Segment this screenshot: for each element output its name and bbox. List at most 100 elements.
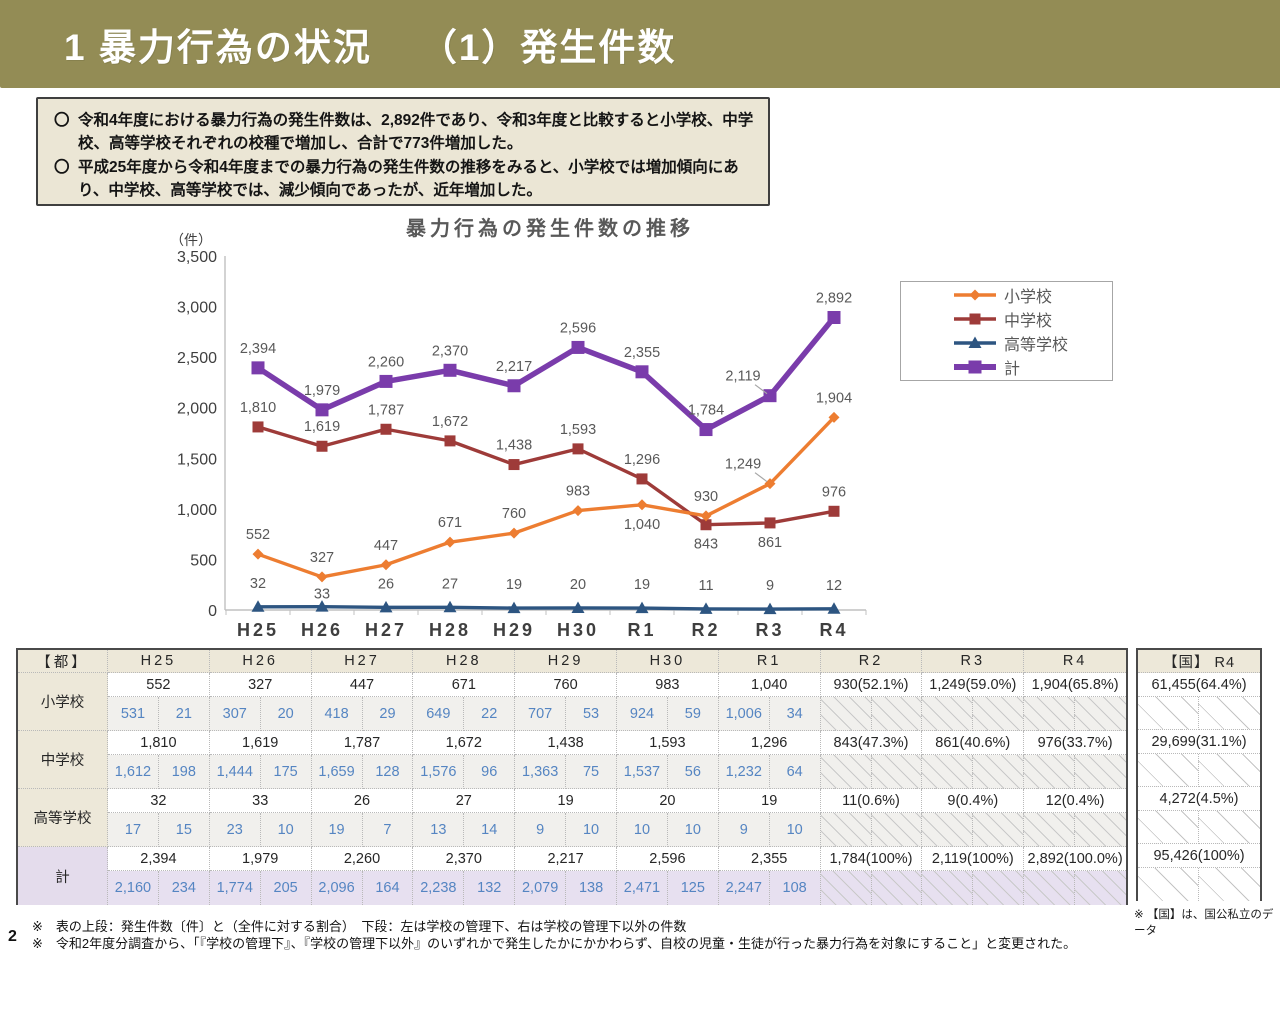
table-value-cell: 760 — [515, 673, 617, 697]
x-tick-label: H26 — [301, 620, 343, 640]
legend-label: 中学校 — [1004, 313, 1053, 330]
data-point-label: 33 — [314, 587, 330, 603]
table-empty-cell — [820, 871, 872, 905]
table-subvalue-cell: 96 — [464, 755, 516, 789]
table-value-cell: 11(0.6%) — [820, 789, 923, 813]
national-empty-cell — [1138, 868, 1199, 901]
data-point-label: 2,355 — [624, 345, 660, 361]
series-line — [257, 604, 835, 611]
table-column-header: H26 — [209, 650, 312, 673]
table-value-cell: 1,810 — [108, 731, 210, 755]
data-point — [508, 459, 520, 471]
table-subvalue-cell: 20 — [260, 697, 312, 731]
data-point — [315, 600, 329, 612]
legend-swatch-icon — [954, 289, 996, 301]
table-subvalue-cell: 108 — [769, 871, 821, 905]
table-empty-cell — [973, 813, 1025, 847]
series-labels: 552 327 447 671 760 983 1,040 930 1,249 1,904 — [246, 390, 852, 566]
data-point-label: 1,593 — [560, 422, 596, 438]
data-point — [316, 571, 328, 583]
chart-series — [252, 411, 840, 583]
table-empty-cell — [973, 755, 1025, 789]
table-value-cell: 2,892(100.0%) — [1024, 847, 1126, 871]
table-empty-cell — [871, 755, 923, 789]
legend-item: 中学校 — [953, 308, 1112, 330]
x-tick-label: H30 — [557, 620, 599, 640]
x-tick-label: H27 — [365, 620, 407, 640]
national-empty-cell — [1199, 754, 1260, 787]
table-subvalue-cell: 1,576 — [413, 755, 465, 789]
table-row-label: 計 — [18, 847, 108, 905]
table-subvalue-cell: 34 — [769, 697, 821, 731]
table-column-header: H30 — [617, 650, 719, 673]
data-point-label: 1,296 — [624, 452, 660, 468]
table-value-cell: 1,787 — [311, 731, 414, 755]
table-subvalue-cell: 59 — [667, 697, 719, 731]
table-value-cell: 1,904(65.8%) — [1024, 673, 1126, 697]
data-point — [969, 289, 981, 301]
table-value-cell: 20 — [617, 789, 719, 813]
table-value-cell: 19 — [718, 789, 821, 813]
chart-canvas: 0 500 1,000 1,500 2,000 2,500 3,000 3,500 H25 H26… — [177, 249, 867, 640]
chart-unit-label: （件） — [170, 232, 212, 248]
table-subvalue-cell: 15 — [158, 813, 210, 847]
table-subvalue-cell: 21 — [158, 697, 210, 731]
table-column-header: H27 — [311, 650, 414, 673]
x-tick-label: R4 — [819, 620, 848, 640]
data-point — [763, 602, 777, 615]
chart-title: 暴力行為の発生件数の推移 — [406, 218, 694, 240]
data-point-label: 861 — [758, 535, 782, 551]
series-labels: 2,394 1,979 2,260 2,370 2,217 2,596 2,355 1,784… — [240, 290, 852, 418]
table-subvalue-cell: 198 — [158, 755, 210, 789]
table-subvalue-cell: 56 — [667, 755, 719, 789]
chart-legend: 小学校 中学校 高等学校計 — [900, 281, 1113, 381]
data-point — [252, 421, 264, 433]
series-labels: 1,810 1,619 1,787 1,672 1,438 1,593 1,296 843 86… — [240, 400, 846, 553]
table-subvalue-cell: 10 — [260, 813, 312, 847]
table-empty-cell — [820, 813, 872, 847]
data-point — [507, 601, 521, 614]
data-point — [572, 505, 584, 517]
legend-swatch-icon — [954, 360, 996, 374]
y-tick-label: 1,000 — [177, 502, 217, 519]
data-point-label: 19 — [634, 577, 650, 593]
data-point-label: 2,394 — [240, 341, 276, 357]
table-value-cell: 1,296 — [718, 731, 821, 755]
national-table-note: ※ 【国】は、国公私立のデータ — [1134, 909, 1274, 937]
table-value-cell: 843(47.3%) — [820, 731, 923, 755]
table-subvalue-cell: 707 — [515, 697, 567, 731]
national-empty-cell — [1199, 697, 1260, 730]
summary-item: 〇 令和4年度における暴力行為の発生件数は、2,892件であり、令和3年度と比較… — [54, 109, 754, 156]
data-point-label: 1,672 — [432, 414, 468, 430]
x-tick-label: R2 — [691, 620, 720, 640]
table-subvalue-cell: 649 — [413, 697, 465, 731]
data-point — [827, 310, 841, 324]
table-subvalue-cell: 7 — [362, 813, 414, 847]
page-title: 1 暴力行為の状況 （1）発生件数 — [0, 17, 676, 71]
y-tick-label: 2,000 — [177, 401, 217, 418]
data-point-label: 2,260 — [368, 354, 404, 370]
table-subvalue-cell: 10 — [769, 813, 821, 847]
footnote: ※ 令和2年度分調査から、「『学校の管理下』、『学校の管理下以外』のいずれかで発… — [32, 936, 1077, 951]
summary-text: 令和4年度における暴力行為の発生件数は、2,892件であり、令和3年度と比較する… — [78, 112, 754, 153]
data-point — [379, 374, 393, 388]
table-value-cell: 19 — [515, 789, 617, 813]
data-point-label: 671 — [438, 515, 462, 531]
table-value-cell: 552 — [108, 673, 210, 697]
legend-item: 計 — [953, 356, 1112, 378]
data-point-label: 2,892 — [816, 290, 852, 306]
data-point-label: 1,787 — [368, 402, 404, 418]
y-tick-label: 3,000 — [177, 300, 217, 317]
y-tick-label: 1,500 — [177, 451, 217, 468]
table-subvalue-cell: 2,160 — [108, 871, 159, 905]
table-subvalue-cell: 418 — [311, 697, 363, 731]
table-value-cell: 1,672 — [413, 731, 516, 755]
table-column-header: H28 — [413, 650, 516, 673]
table-subvalue-cell: 2,079 — [515, 871, 567, 905]
table-empty-cell — [922, 755, 974, 789]
table-value-cell: 2,217 — [515, 847, 617, 871]
data-point-label: 9 — [766, 578, 774, 594]
table-value-cell: 930(52.1%) — [820, 673, 923, 697]
table-empty-cell — [1024, 813, 1076, 847]
data-point-label: 843 — [694, 537, 718, 553]
